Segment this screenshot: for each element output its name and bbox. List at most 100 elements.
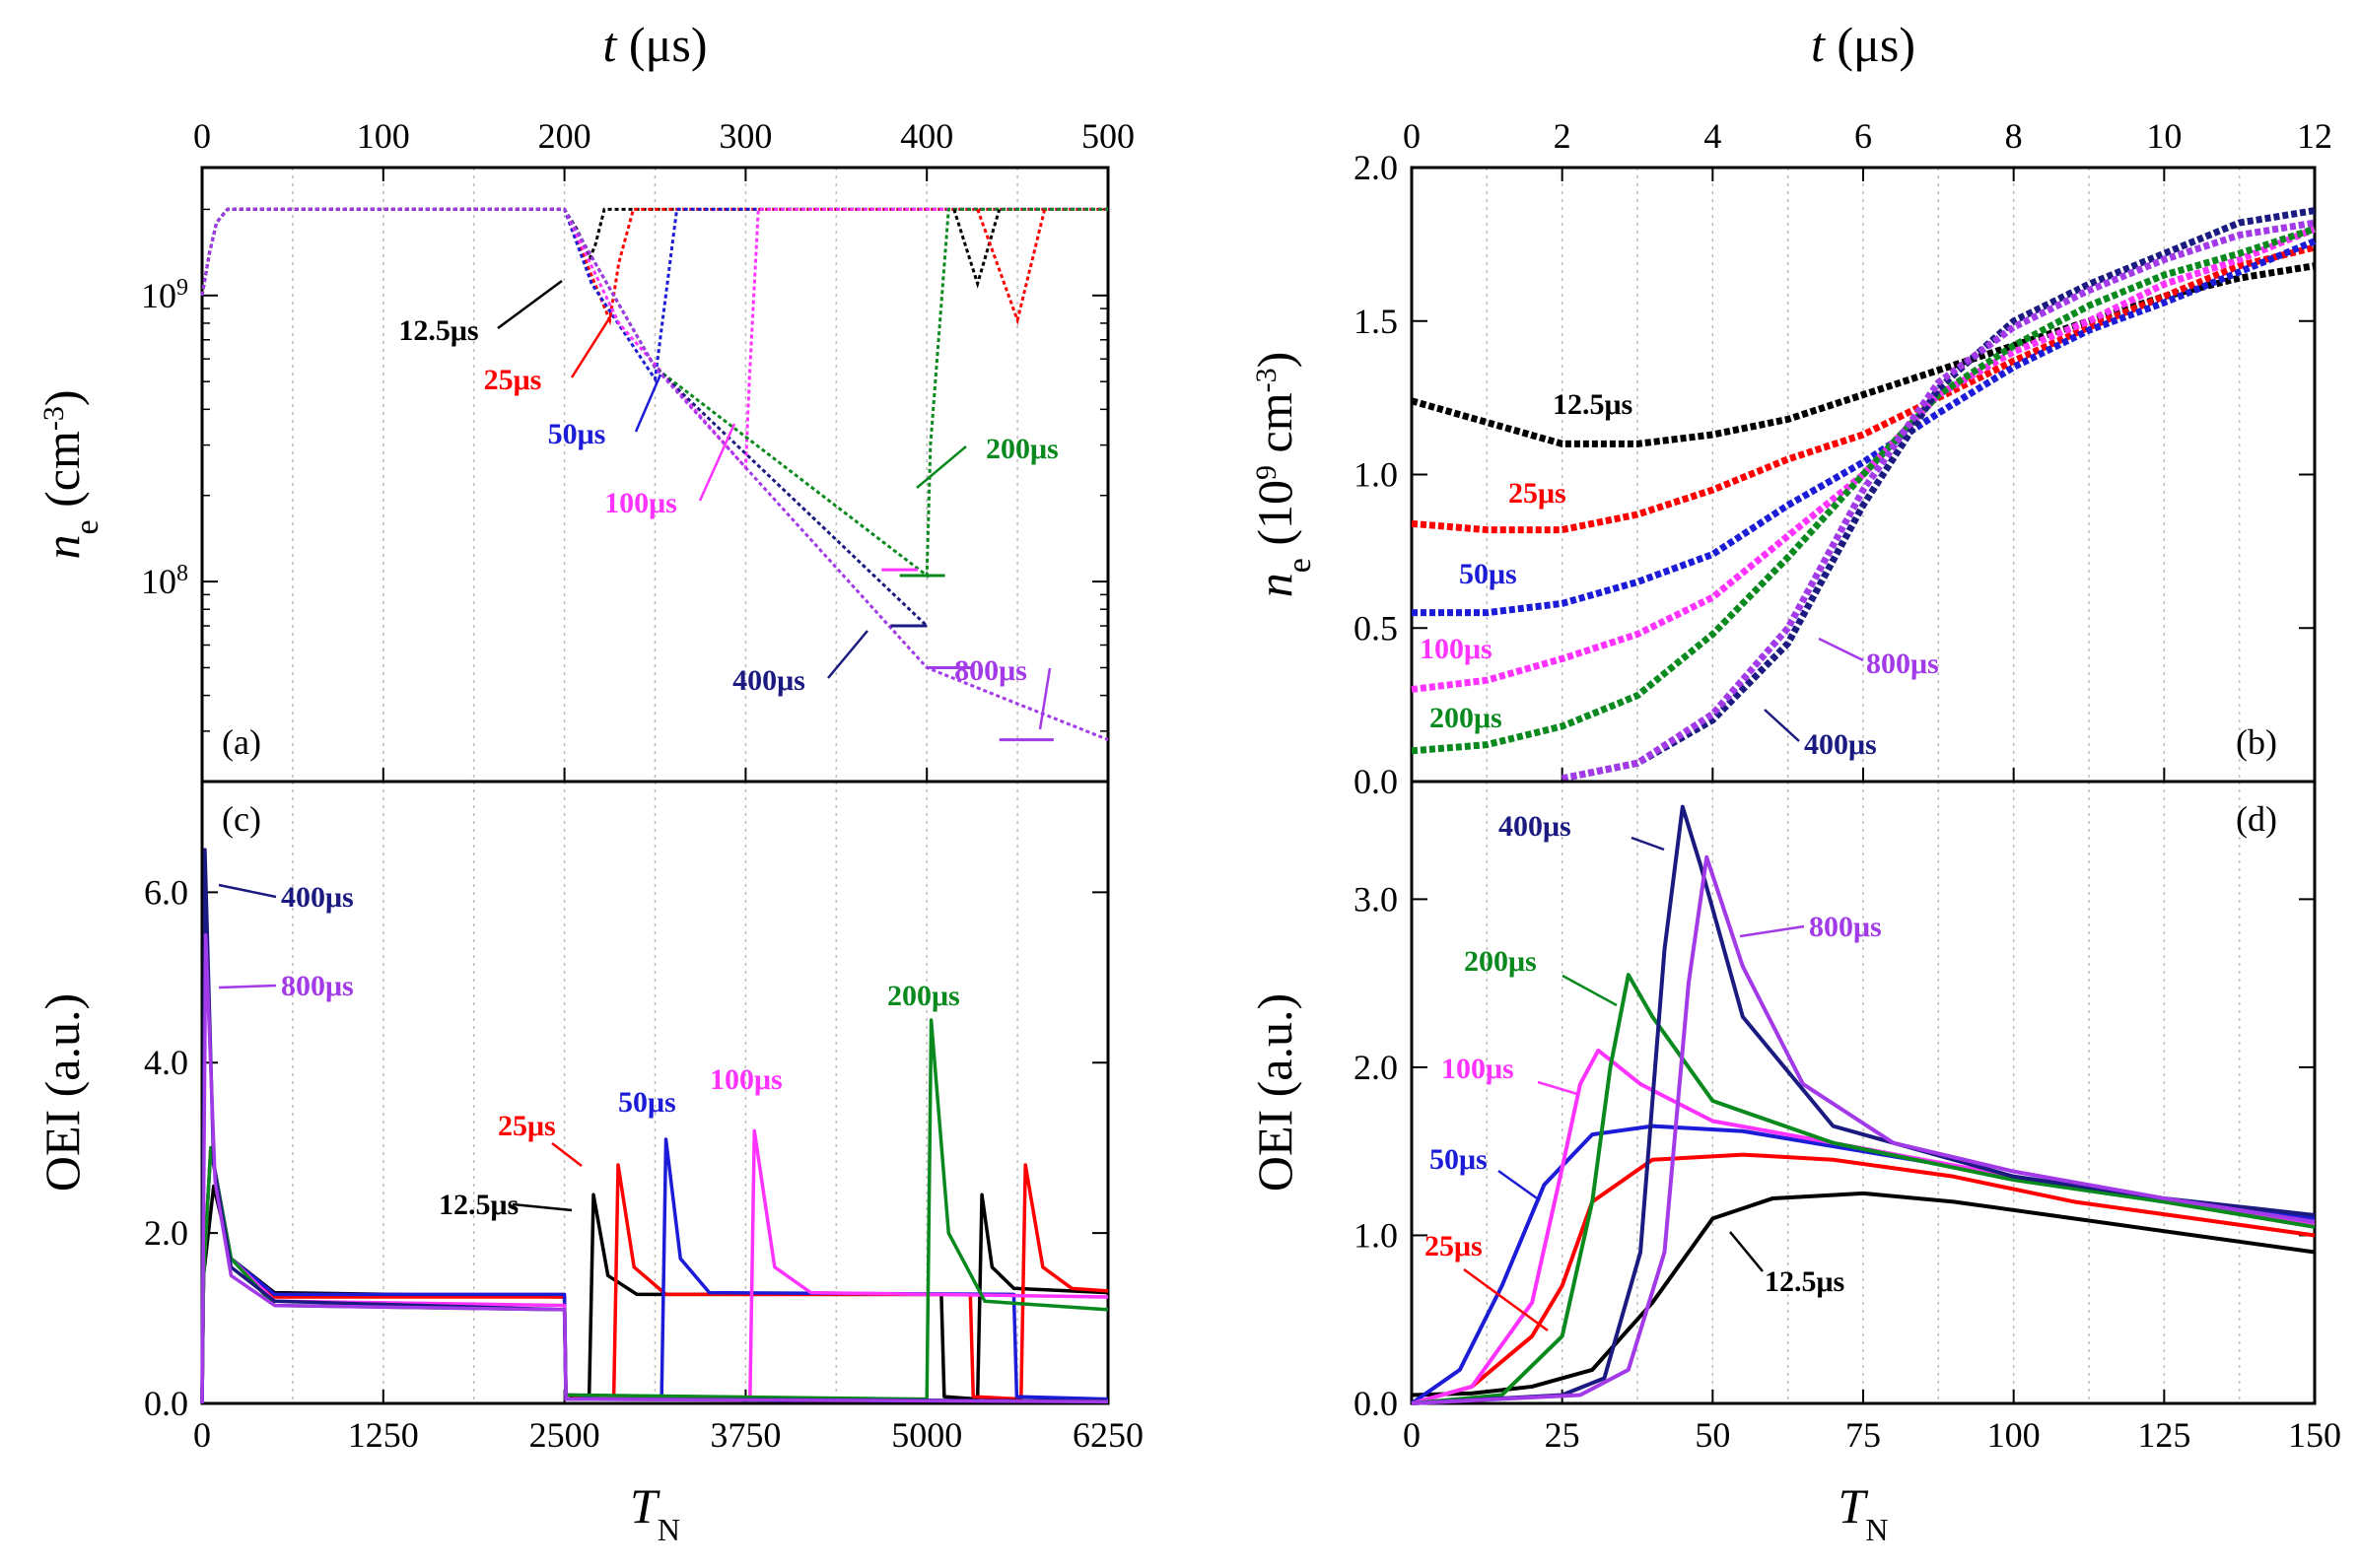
annotation-label: 800μs [1809,911,1882,943]
annotation-label: 50μs [1429,1143,1488,1176]
label-part: e [69,519,105,534]
label-part: n [35,534,90,559]
x-tick-label: 50 [1695,1415,1730,1455]
x-axis-title: TN [1839,1478,1889,1547]
annotation-arrow [1739,924,1805,938]
series-line-200μs [1411,973,2316,1405]
panel-label: (b) [2236,722,2277,762]
annotation-arrow [1497,1169,1541,1202]
annotation-label: 100μs [604,487,677,519]
top-tick-label: 100 [357,116,410,156]
label-part: 9 [1250,465,1283,480]
label-part: 9 [176,275,188,301]
annotation-label: 200μs [986,433,1059,465]
y-axis-title-group: OEI (a.u.) [1247,993,1302,1192]
top-tick-label: 300 [719,116,772,156]
annotation-label: 25μs [1508,477,1566,510]
y-tick-label: 2.0 [1354,1048,1398,1087]
series-line-25μs-late [976,208,1047,326]
series-line-200μs [1411,225,2317,755]
top-tick-label: 500 [1081,116,1135,156]
annotation-arrow [698,423,736,502]
y-axis-title: OEI (a.u.) [1247,993,1302,1192]
annotation-label: 800μs [281,970,354,1002]
series-line-800μs [200,207,1109,741]
x-tick-label: 0 [193,1415,211,1455]
x-tick-label: 100 [1987,1415,2041,1455]
y-tick-label: 1.5 [1354,302,1398,341]
y-axis-title-group: ne (cm-3) [35,390,105,560]
y-axis-title: OEI (a.u.) [35,993,90,1192]
y-tick-label: 0.0 [1354,1384,1398,1423]
annotation-label: 12.5μs [439,1189,519,1221]
annotation-arrow [1631,836,1665,852]
x-tick-label: 0 [1403,1415,1421,1455]
annotation-arrow [1764,709,1800,742]
y-tick-label: 1.0 [1354,1215,1398,1255]
panel-label: (a) [222,722,261,762]
x-axis-title: TN [630,1478,680,1547]
y-tick-label: 3.0 [1354,879,1398,919]
annotation-label: 12.5μs [1553,388,1632,421]
annotation-label: 200μs [1464,945,1537,978]
series-line-800μs [200,932,1109,1404]
panel-label: (c) [222,799,261,839]
y-axis-title-group: ne (109 cm-3) [1247,352,1318,598]
x-tick-label: 25 [1545,1415,1580,1455]
annotation-label: 400μs [281,881,354,914]
label-part: -3 [37,406,70,431]
label-part: 10 [141,276,176,315]
label-part: T [1839,1478,1869,1534]
annotation-label: 50μs [1459,558,1517,590]
annotation-arrow [497,279,563,330]
label-part: ) [1247,352,1302,369]
label-part: n [1247,573,1302,597]
label-part: 8 [176,561,188,586]
top-tick-label: 0 [193,116,211,156]
label-part: t [603,17,618,72]
series-line-12.5μs-late [952,208,1002,289]
series-line-800μs [1411,854,2316,1405]
annotation-label: 12.5μs [398,314,478,347]
series-line-12.5μs [1411,262,2316,447]
annotation-arrow [551,1142,583,1167]
annotation-label: 50μs [618,1086,676,1119]
label-part: 10 [141,562,176,601]
top-tick-label: 400 [900,116,953,156]
y-tick-label: 109 [141,275,188,315]
x-tick-label: 125 [2137,1415,2190,1455]
top-tick-label: 10 [2146,116,2182,156]
series-line-800μs [1561,219,2316,783]
x-tick-label: 2500 [529,1415,600,1455]
annotation-arrow [1463,1267,1549,1332]
annotation-label: 25μs [484,364,542,396]
annotation-label: 800μs [954,654,1027,687]
y-tick-label: 2.0 [1354,148,1398,187]
x-tick-label: 75 [1845,1415,1881,1455]
annotation-label: 400μs [1804,728,1877,761]
x-tick-label: 6250 [1073,1415,1144,1455]
annotation-arrow [1818,637,1864,662]
series-line-12.5μs [1411,1191,2316,1398]
panel-label: (d) [2236,799,2277,839]
annotation-arrow [218,883,277,899]
series-line-50μs [1412,238,2317,617]
y-tick-label: 4.0 [144,1043,188,1082]
annotation-label: 200μs [887,980,960,1012]
top-axis-title: t (μs) [1811,17,1915,72]
annotation-label: 50μs [548,418,606,450]
x-tick-label: 1250 [348,1415,419,1455]
annotation-label: 12.5μs [1765,1265,1844,1298]
top-tick-label: 6 [1854,116,1872,156]
annotation-label: 25μs [1424,1230,1483,1262]
annotation-arrow [1038,667,1052,730]
top-tick-label: 200 [538,116,591,156]
annotation-arrow [827,630,868,679]
x-tick-label: 150 [2288,1415,2341,1455]
y-axis-title: ne (109 cm-3) [1247,352,1318,598]
series-line-25μs [1411,243,2316,534]
top-tick-label: 4 [1703,116,1721,156]
y-tick-label: 0.0 [1354,762,1398,801]
y-tick-label: 0.0 [144,1384,188,1423]
